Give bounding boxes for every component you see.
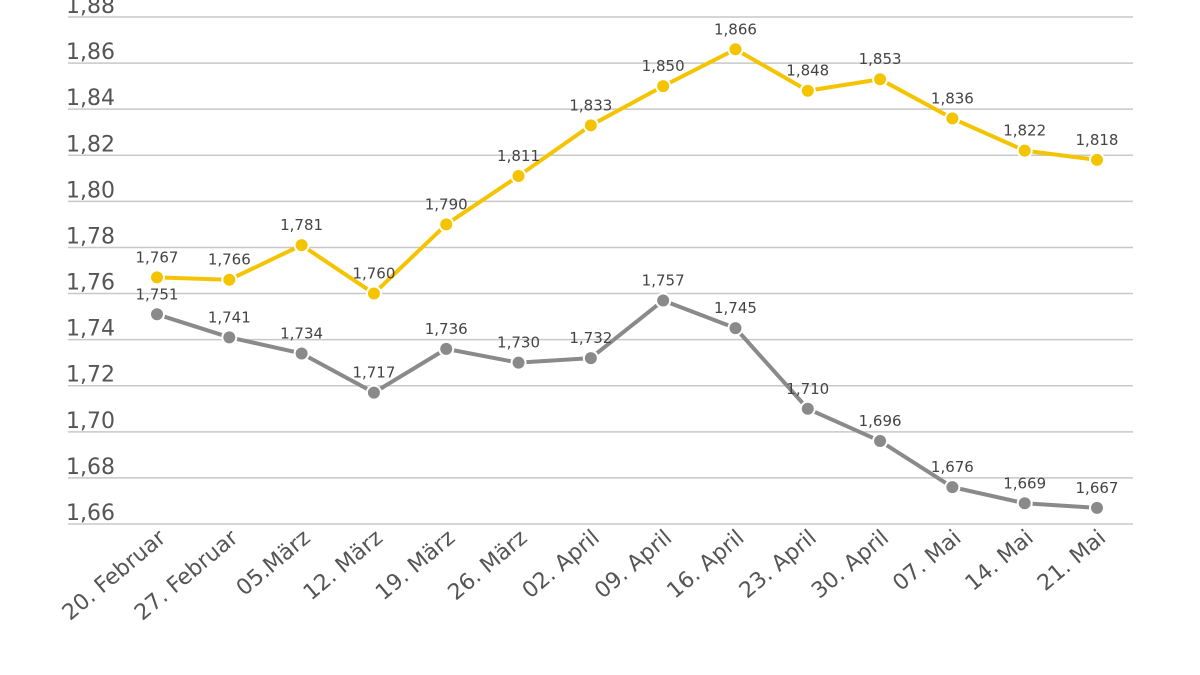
gray-series-line	[156, 298, 1098, 510]
gray-series-data-label: 1,676	[931, 458, 974, 476]
yellow-series-data-label: 1,818	[1076, 131, 1119, 149]
x-tick-label: 09. April	[590, 525, 677, 603]
yellow-series-point	[510, 168, 527, 185]
y-tick-label: 1,70	[66, 409, 115, 434]
gray-series-data-label: 1,732	[569, 329, 612, 347]
yellow-series-data-label: 1,781	[280, 216, 323, 234]
yellow-series-data-label: 1,811	[497, 147, 540, 165]
x-tick-label: 12. März	[299, 525, 388, 605]
gray-series-point	[1089, 499, 1105, 516]
y-tick-label: 1,84	[66, 86, 115, 111]
yellow-series-point	[438, 216, 455, 233]
yellow-series-data-label: 1,866	[714, 20, 757, 38]
yellow-series-data-label: 1,766	[208, 251, 251, 269]
yellow-series-data-label: 1,822	[1003, 122, 1046, 140]
gray-series-data-label: 1,741	[208, 308, 251, 326]
gray-series-data-label: 1,736	[425, 320, 468, 338]
gray-series-point	[438, 340, 455, 357]
yellow-series-data-label: 1,833	[569, 96, 612, 114]
x-tick-label: 23. April	[735, 525, 822, 603]
gray-series-point	[582, 350, 599, 367]
yellow-series-point	[872, 71, 889, 88]
yellow-series-point	[582, 117, 599, 134]
y-tick-label: 1,78	[66, 224, 115, 249]
gray-series-data-label: 1,710	[786, 380, 829, 398]
gray-series-data-label: 1,669	[1003, 474, 1046, 492]
yellow-series-data-label: 1,767	[136, 248, 179, 266]
x-tick-label: 21. Mai	[1033, 525, 1111, 596]
yellow-series-point	[365, 285, 382, 302]
x-tick-label: 26. März	[444, 525, 533, 605]
series-group	[149, 41, 1105, 516]
yellow-series-line	[156, 47, 1098, 296]
gray-series-point	[365, 384, 382, 401]
gray-series-point	[1016, 495, 1033, 512]
y-tick-label: 1,76	[66, 271, 115, 296]
yellow-series-point	[1016, 142, 1033, 159]
yellow-series-point	[221, 271, 238, 288]
gray-series-point	[293, 345, 310, 362]
gray-series-point	[510, 354, 527, 371]
yellow-series-point	[799, 82, 816, 99]
yellow-series-point	[944, 110, 961, 127]
gray-series-data-label: 1,667	[1076, 479, 1119, 497]
data-labels: 1,767 1,766 1,781 1,760 1,790 1,811 1,833 1,850…	[136, 20, 1119, 497]
yellow-series-data-label: 1,853	[859, 50, 902, 68]
y-tick-label: 1,66	[66, 501, 115, 526]
yellow-series-data-label: 1,848	[786, 62, 829, 80]
gray-series-point	[872, 433, 889, 450]
gray-series-point	[655, 292, 672, 309]
x-tick-label: 07. Mai	[888, 525, 966, 596]
y-tick-label: 1,72	[66, 363, 115, 388]
yellow-series-point	[1089, 151, 1105, 168]
y-tick-label: 1,86	[66, 40, 115, 65]
x-tick-label: 02. April	[518, 525, 605, 603]
gray-series-point	[799, 400, 816, 417]
y-tick-label: 1,74	[66, 317, 115, 342]
gray-series-point	[149, 306, 165, 323]
yellow-series-data-label: 1,790	[425, 195, 468, 213]
yellow-series-point	[655, 78, 672, 95]
gray-series-point	[727, 320, 744, 337]
y-axis: 1,66 1,68 1,70 1,72 1,74 1,76 1,78 1,80 1,82 1,84…	[66, 0, 115, 526]
yellow-series-point	[293, 237, 310, 254]
y-tick-label: 1,80	[66, 178, 115, 203]
yellow-series-point	[149, 269, 165, 286]
y-tick-label: 1,82	[66, 132, 115, 157]
gray-series-data-label: 1,730	[497, 334, 540, 352]
y-tick-label: 1,68	[66, 455, 115, 480]
y-tick-label: 1,88	[66, 0, 115, 19]
gray-series-data-label: 1,717	[352, 364, 395, 382]
yellow-series-data-label: 1,836	[931, 89, 974, 107]
gray-series-point	[221, 329, 238, 346]
yellow-series-point	[727, 41, 744, 58]
gray-series-data-label: 1,751	[136, 285, 179, 303]
gray-series-data-label: 1,745	[714, 299, 757, 317]
gray-series-data-label: 1,734	[280, 324, 323, 342]
gray-series-data-label: 1,696	[859, 412, 902, 430]
gray-series-data-label: 1,757	[642, 271, 685, 289]
x-tick-label: 30. April	[807, 525, 894, 603]
yellow-series-data-label: 1,850	[642, 57, 685, 75]
gridlines	[68, 16, 1133, 525]
gray-series-point	[944, 479, 961, 496]
x-tick-label: 14. Mai	[961, 525, 1039, 596]
yellow-series-data-label: 1,760	[352, 265, 395, 283]
x-tick-label: 16. April	[663, 525, 750, 603]
x-tick-label: 19. März	[371, 525, 460, 605]
